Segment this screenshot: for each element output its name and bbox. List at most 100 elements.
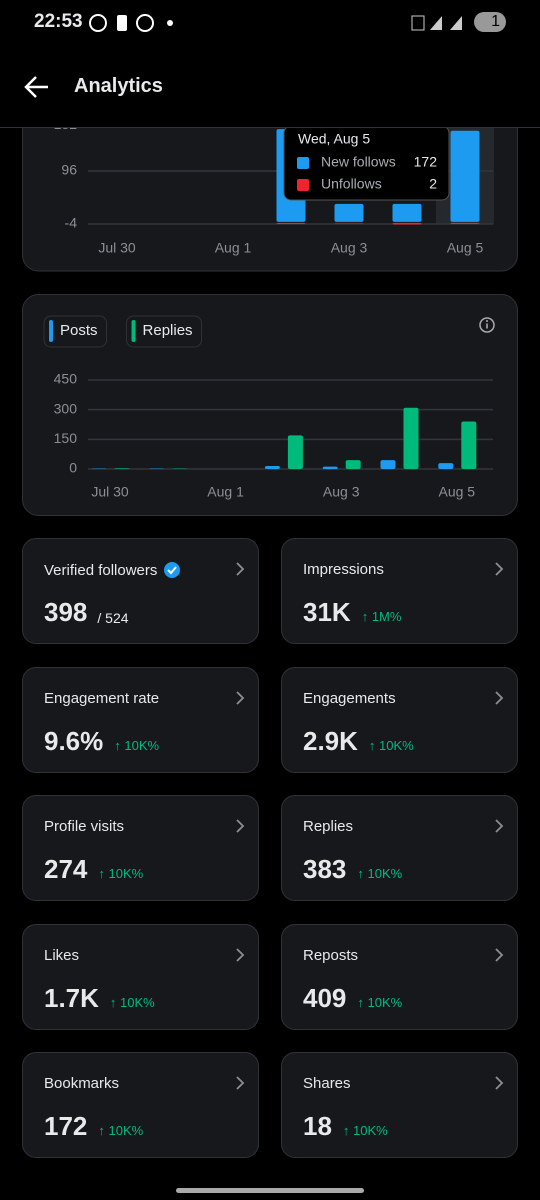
x-tick-label: Jul 30 xyxy=(98,240,136,256)
bar xyxy=(114,468,130,469)
notification-badge: 1 xyxy=(474,12,506,32)
legend-swatch xyxy=(131,320,136,342)
legend-item: Replies xyxy=(126,315,203,348)
y-tick-label: 450 xyxy=(54,371,78,387)
bar xyxy=(334,222,364,224)
metric-card[interactable]: Shares 18 ↑ 10K% xyxy=(281,1052,518,1158)
home-indicator xyxy=(176,1188,364,1193)
bar xyxy=(345,460,361,469)
legend-label: Posts xyxy=(60,322,98,339)
bar xyxy=(334,203,364,222)
metric-value: 172 xyxy=(44,1111,88,1141)
chevron xyxy=(236,690,245,705)
metric-change: ↑ 10K% xyxy=(357,866,403,881)
chevron xyxy=(236,947,245,962)
metric-label-row: Profile visits xyxy=(44,818,124,835)
bar xyxy=(322,466,338,469)
info-icon[interactable] xyxy=(479,317,495,333)
metric-card[interactable]: Replies 383 ↑ 10K% xyxy=(281,795,518,901)
chevron xyxy=(495,562,504,576)
chevron xyxy=(236,1076,245,1090)
metric-value: 1.7K xyxy=(44,982,99,1013)
status-icons xyxy=(89,14,173,32)
chevron xyxy=(236,819,245,833)
bar xyxy=(461,421,477,469)
metric-card[interactable]: Bookmarks 172 ↑ 10K% xyxy=(22,1052,259,1158)
bar xyxy=(276,222,306,224)
metric-label-row: Impressions xyxy=(303,561,384,578)
metric-change: ↑ 10K% xyxy=(368,737,414,753)
app-header: 22:53 1 Analytics xyxy=(0,0,540,128)
metric-label: Likes xyxy=(44,946,80,964)
bar xyxy=(392,222,422,225)
tooltip: Wed, Aug 5 New follows 172 Unfollows 2 xyxy=(283,125,450,201)
chevron xyxy=(495,947,504,962)
bar xyxy=(438,463,454,469)
info-icon-dot xyxy=(486,320,488,322)
legend-label: Replies xyxy=(143,322,193,339)
legend-swatch xyxy=(49,320,53,342)
x-tick-label: Jul 30 xyxy=(91,484,129,500)
y-tick-label: -4 xyxy=(65,215,78,231)
metric-total: / 524 xyxy=(97,610,129,626)
chevron xyxy=(495,819,504,833)
metric-card[interactable]: Engagements 2.9K ↑ 10K% xyxy=(281,666,518,773)
legend-chip xyxy=(126,315,203,348)
metric-label: Engagement rate xyxy=(44,689,160,707)
legend-item: Posts xyxy=(43,315,108,348)
y-tick-label: 150 xyxy=(54,430,78,446)
metric-card[interactable]: Impressions 31K ↑ 1M% xyxy=(281,538,518,644)
metric-label-row: Bookmarks xyxy=(44,1075,119,1092)
metric-label-row: Likes xyxy=(44,947,79,964)
y-tick-label: 0 xyxy=(69,460,77,476)
tooltip-swatch xyxy=(297,179,309,191)
metric-value: 9.6% xyxy=(44,725,104,756)
x-tick-label: Aug 1 xyxy=(215,240,252,256)
legend-chip xyxy=(43,315,108,348)
metric-label: Impressions xyxy=(303,561,384,578)
tooltip-series: Unfollows xyxy=(321,176,382,192)
clock: 22:53 xyxy=(34,11,83,32)
metric-card[interactable]: Verified followers 398 / 524 xyxy=(22,538,259,644)
metric-card[interactable]: Engagement rate 9.6% ↑ 10K% xyxy=(22,666,259,773)
metric-change: ↑ 10K% xyxy=(342,1123,388,1138)
verified-badge xyxy=(164,562,181,578)
bar xyxy=(403,407,419,469)
metric-label: Shares xyxy=(303,1075,351,1092)
metric-value: 31K xyxy=(303,597,351,627)
y-tick-label: 300 xyxy=(54,400,78,416)
metric-value: 2.9K xyxy=(303,725,358,756)
info-icon-bar xyxy=(486,323,488,329)
metric-value: 274 xyxy=(44,854,88,884)
metric-card[interactable]: Reposts 409 ↑ 10K% xyxy=(281,923,518,1030)
bar xyxy=(450,130,480,222)
metric-label: Engagements xyxy=(303,689,396,707)
bar xyxy=(380,460,396,469)
metric-change: ↑ 10K% xyxy=(109,994,155,1010)
x-tick-label: Aug 1 xyxy=(207,484,244,500)
metric-label: Verified followers xyxy=(44,561,158,579)
metric-label: Replies xyxy=(303,818,354,835)
metric-label: Profile visits xyxy=(44,818,125,835)
bar xyxy=(287,435,303,469)
x-tick-label: Aug 5 xyxy=(447,240,484,256)
x-tick-label: Aug 5 xyxy=(439,484,476,500)
metric-change: ↑ 10K% xyxy=(98,1123,144,1138)
signal-icons xyxy=(411,15,462,31)
metric-label-row: Engagement rate xyxy=(44,690,159,707)
metric-card[interactable]: Profile visits 274 ↑ 10K% xyxy=(22,795,259,901)
chevron xyxy=(495,1076,504,1090)
tooltip-swatch xyxy=(297,157,309,169)
back-button[interactable] xyxy=(24,74,50,100)
page-title: Analytics xyxy=(74,75,163,97)
metric-change: ↑ 10K% xyxy=(114,737,160,753)
x-tick-label: Aug 3 xyxy=(323,484,360,500)
tooltip-value: 172 xyxy=(414,154,438,170)
metric-label-row: Engagements xyxy=(303,690,396,707)
metric-change: ↑ 10K% xyxy=(98,866,144,881)
metric-value: 409 xyxy=(303,982,347,1013)
metric-card[interactable]: Likes 1.7K ↑ 10K% xyxy=(22,923,259,1030)
metric-label-row: Shares xyxy=(303,1075,351,1092)
metric-label: Reposts xyxy=(303,946,359,964)
tooltip-series: New follows xyxy=(321,154,396,170)
